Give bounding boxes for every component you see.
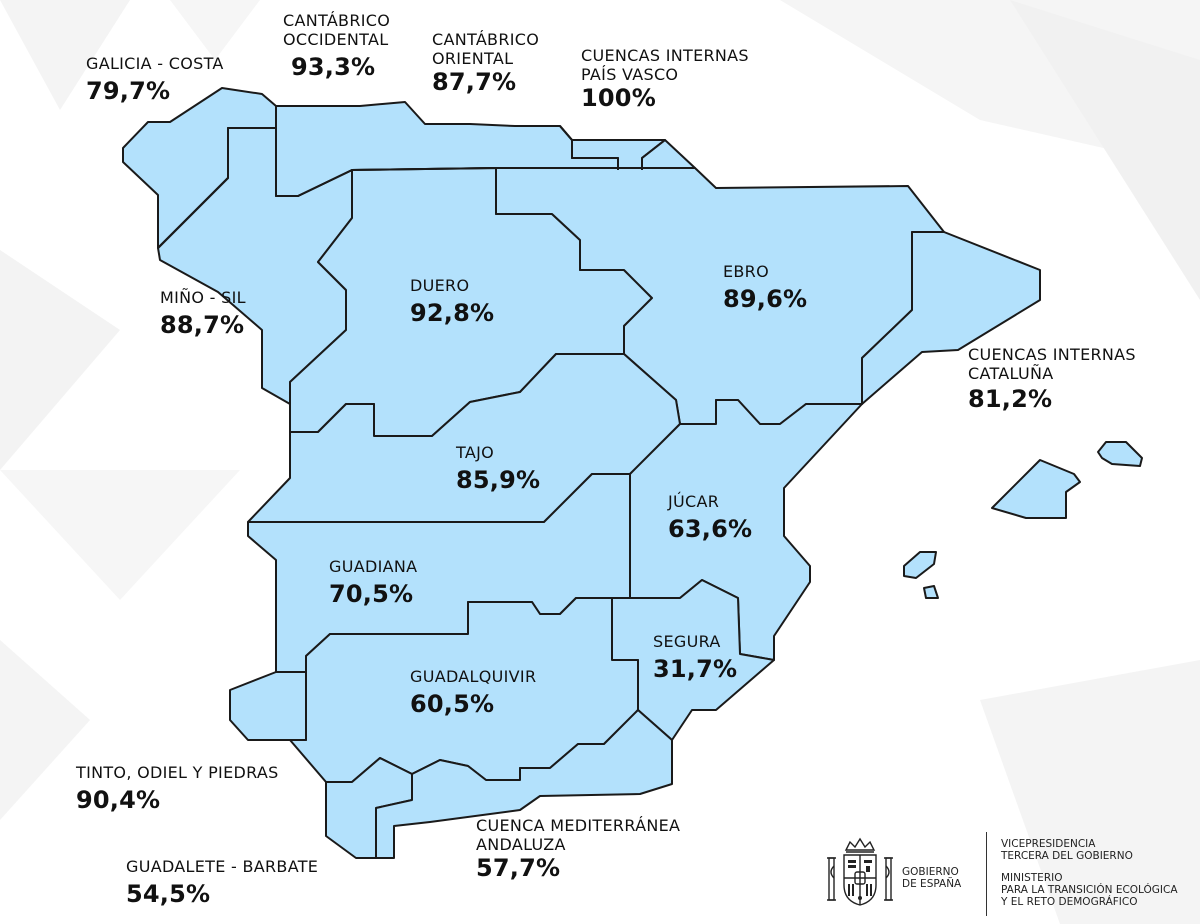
- basin-percent: 54,5%: [126, 880, 211, 908]
- basin-cataluna[interactable]: [861, 231, 1041, 405]
- government-footer: GOBIERNO DE ESPAÑA VICEPRESIDENCIA TERCE…: [826, 832, 1186, 916]
- basin-percent: 88,7%: [160, 311, 245, 339]
- basin-name: MIÑO - SIL: [160, 288, 246, 307]
- gobierno-de-espana-text: GOBIERNO DE ESPAÑA: [902, 866, 961, 890]
- label-segura: SEGURA 31,7%: [653, 632, 737, 681]
- basin-percent: 79,7%: [86, 77, 171, 105]
- basin-percent: 57,7%: [476, 854, 561, 882]
- basin-percent: 63,6%: [668, 515, 753, 543]
- basin-name-line: PAÍS VASCO: [581, 65, 679, 84]
- island-menorca[interactable]: [1097, 441, 1143, 467]
- basin-percent: 31,7%: [653, 655, 738, 683]
- basin-percent: 90,4%: [76, 786, 161, 814]
- label-tajo: TAJO 85,9%: [456, 443, 540, 492]
- basin-name: GUADALQUIVIR: [410, 667, 537, 686]
- basin-percent: 92,8%: [410, 299, 495, 327]
- basin-name: DUERO: [410, 276, 470, 295]
- basin-name: JÚCAR: [668, 492, 720, 511]
- basin-percent: 70,5%: [329, 580, 414, 608]
- label-guadalquivir: GUADALQUIVIR 60,5%: [410, 667, 536, 716]
- basin-name-line: CANTÁBRICO: [432, 30, 540, 49]
- basin-name: TINTO, ODIEL Y PIEDRAS: [76, 763, 279, 782]
- label-galicia-costa: GALICIA - COSTA 79,7%: [86, 54, 224, 103]
- basin-percent: 100%: [581, 84, 656, 112]
- basin-name-line: CUENCA MEDITERRÁNEA: [476, 816, 681, 835]
- ministerio-line: PARA LA TRANSICIÓN ECOLÓGICA: [1001, 884, 1178, 896]
- gobierno-line: GOBIERNO: [902, 866, 959, 878]
- label-mediterranea-andaluza: CUENCA MEDITERRÁNEA ANDALUZA 57,7%: [476, 816, 680, 880]
- label-guadalete-barbate: GUADALETE - BARBATE 54,5%: [126, 857, 318, 906]
- basin-percent: 89,6%: [723, 285, 808, 313]
- label-guadiana: GUADIANA 70,5%: [329, 557, 417, 606]
- basin-name: GUADIANA: [329, 557, 418, 576]
- label-mino-sil: MIÑO - SIL 88,7%: [160, 288, 246, 337]
- basin-tinto-odiel-piedras[interactable]: [229, 671, 307, 741]
- basin-name: SEGURA: [653, 632, 721, 651]
- basin-name: EBRO: [723, 262, 769, 281]
- vicepresidencia-line: VICEPRESIDENCIA: [1001, 838, 1096, 850]
- basin-name: TAJO: [456, 443, 494, 462]
- footer-divider: [986, 832, 987, 916]
- label-tinto-odiel-piedras: TINTO, ODIEL Y PIEDRAS 90,4%: [76, 763, 279, 812]
- basin-name-line: OCCIDENTAL: [283, 30, 389, 49]
- basin-name-line: CANTÁBRICO: [283, 11, 391, 30]
- island-formentera[interactable]: [923, 585, 939, 599]
- basin-name-line: ORIENTAL: [432, 49, 514, 68]
- spain-coat-of-arms-icon: [827, 837, 893, 906]
- label-cantabrico-oriental: CANTÁBRICO ORIENTAL 87,7%: [432, 30, 539, 94]
- basin-percent: 87,7%: [432, 68, 517, 96]
- ministerio-line: MINISTERIO: [1001, 872, 1063, 884]
- label-cantabrico-occidental: CANTÁBRICO OCCIDENTAL 93,3%: [283, 11, 390, 79]
- basin-name-line: ANDALUZA: [476, 835, 566, 854]
- ministerio-line: Y EL RETO DEMOGRÁFICO: [1001, 896, 1138, 908]
- basin-percent: 60,5%: [410, 690, 495, 718]
- label-jucar: JÚCAR 63,6%: [668, 492, 752, 541]
- label-duero: DUERO 92,8%: [410, 276, 494, 325]
- basin-percent: 85,9%: [456, 466, 541, 494]
- basin-percent: 81,2%: [968, 385, 1053, 413]
- basin-name-line: CATALUÑA: [968, 364, 1054, 383]
- basin-name: GALICIA - COSTA: [86, 54, 224, 73]
- island-mallorca[interactable]: [991, 459, 1081, 519]
- basin-name-line: CUENCAS INTERNAS: [581, 46, 749, 65]
- basin-name-line: CUENCAS INTERNAS: [968, 345, 1136, 364]
- label-pais-vasco: CUENCAS INTERNAS PAÍS VASCO 100%: [581, 46, 749, 110]
- island-ibiza[interactable]: [903, 551, 937, 579]
- gobierno-line: DE ESPAÑA: [902, 878, 962, 890]
- vicepresidencia-line: TERCERA DEL GOBIERNO: [1001, 850, 1133, 862]
- basin-percent: 93,3%: [291, 53, 376, 81]
- basin-name: GUADALETE - BARBATE: [126, 857, 319, 876]
- basin-mediterranea-andaluza[interactable]: [375, 709, 673, 859]
- ministerio-text: VICEPRESIDENCIA TERCERA DEL GOBIERNO MIN…: [1001, 838, 1178, 908]
- label-ebro: EBRO 89,6%: [723, 262, 807, 311]
- label-cataluna: CUENCAS INTERNAS CATALUÑA 81,2%: [968, 345, 1136, 411]
